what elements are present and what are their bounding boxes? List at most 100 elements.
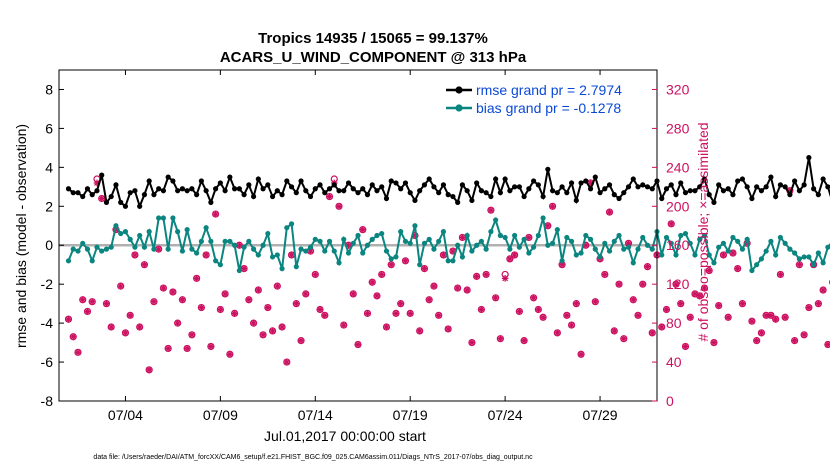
- obs-assimilated-marker: [430, 282, 438, 290]
- obs-assimilated-marker: [473, 273, 480, 280]
- rmse-point: [782, 184, 788, 190]
- obs-assimilated-marker: [734, 265, 741, 272]
- y-tick-label: 2: [45, 198, 53, 214]
- obs-assimilated-marker: [259, 331, 267, 339]
- rmse-point: [269, 193, 276, 200]
- rmse-point: [236, 186, 242, 192]
- bias-point: [716, 244, 722, 250]
- rmse-point: [250, 193, 257, 200]
- rmse-point: [777, 182, 783, 188]
- chart-subtitle: ACARS_U_WIND_COMPONENT @ 313 hPa: [220, 49, 527, 66]
- obs-assimilated-stroke: [540, 314, 547, 321]
- rmse-point: [516, 184, 522, 190]
- rmse-point: [213, 186, 219, 192]
- obs-assimilated-stroke: [70, 333, 77, 340]
- obs-assimilated-stroke: [293, 300, 300, 307]
- rmse-point: [478, 188, 484, 194]
- rmse-point: [573, 197, 579, 204]
- bias-point: [663, 234, 670, 241]
- obs-assimilated-stroke: [212, 211, 219, 218]
- rmse-point: [763, 184, 769, 190]
- bias-point: [806, 254, 812, 260]
- obs-assimilated-marker: [150, 298, 158, 305]
- obs-assimilated-stroke: [383, 324, 390, 330]
- obs-assimilated-marker: [174, 319, 181, 327]
- obs-assimilated-marker: [629, 296, 637, 304]
- obs-assimilated-marker: [791, 337, 798, 344]
- rmse-point: [198, 178, 204, 184]
- rmse-point: [792, 178, 798, 184]
- bias-point: [673, 252, 679, 258]
- obs-assimilated-marker: [530, 294, 537, 302]
- rmse-point: [459, 182, 466, 188]
- obs-assimilated-marker: [748, 317, 756, 325]
- rmse-point: [493, 176, 499, 182]
- rmse-point: [232, 186, 238, 192]
- rmse-point: [796, 188, 802, 194]
- bias-point: [141, 244, 148, 250]
- bias-point: [94, 244, 100, 250]
- obs-assimilated-marker: [288, 251, 295, 259]
- obs-assimilated-stroke: [269, 327, 276, 334]
- rmse-point: [284, 178, 290, 184]
- bias-point: [189, 246, 195, 252]
- obs-assimilated-stroke: [350, 290, 357, 297]
- rmse-point: [175, 188, 181, 194]
- obs-assimilated-stroke: [445, 326, 452, 332]
- obs-assimilated-stroke: [692, 290, 698, 297]
- obs-assimilated-stroke: [150, 298, 157, 305]
- bias-point: [758, 256, 765, 262]
- rmse-point: [687, 188, 693, 194]
- rmse-point: [564, 190, 570, 196]
- obs-assimilated-stroke: [620, 335, 627, 342]
- obs-assimilated-marker: [501, 275, 509, 282]
- bias-point: [407, 240, 413, 246]
- obs-assimilated-marker: [663, 306, 670, 313]
- bias-point: [383, 248, 390, 254]
- rmse-point: [317, 182, 323, 188]
- bias-point: [350, 240, 356, 246]
- obs-assimilated-marker: [368, 278, 376, 286]
- obs-assimilated-stroke: [426, 296, 433, 303]
- bias-point: [735, 238, 741, 244]
- obs-assimilated-marker: [183, 345, 191, 352]
- obs-assimilated-marker: [805, 304, 813, 311]
- rmse-point: [720, 188, 727, 194]
- obs-assimilated-stroke: [440, 252, 447, 258]
- obs-assimilated-stroke: [468, 339, 475, 346]
- rmse-point: [369, 182, 375, 188]
- rmse-point: [768, 174, 774, 180]
- plot-frame: [58, 69, 658, 402]
- obs-assimilated-stroke: [122, 329, 129, 336]
- rmse-point: [606, 182, 613, 188]
- bias-point: [526, 250, 532, 256]
- bias-point: [474, 242, 480, 248]
- x-tick-label: 07/14: [298, 407, 333, 423]
- bias-point: [426, 236, 432, 242]
- obs-assimilated-stroke: [307, 248, 314, 255]
- obs-assimilated-stroke: [274, 283, 281, 290]
- rmse-point: [697, 184, 703, 190]
- rmse-point: [474, 180, 480, 186]
- bias-point: [659, 252, 665, 258]
- obs-assimilated-marker: [283, 358, 291, 366]
- bias-point: [597, 254, 603, 260]
- bias-point: [165, 246, 171, 252]
- obs-assimilated-stroke: [563, 312, 570, 319]
- rmse-point: [512, 184, 518, 190]
- obs-assimilated-marker: [701, 284, 708, 292]
- axis-ticks-layer: -8-6-4-2024680408012016020024028032007/0…: [41, 70, 690, 423]
- rmse-point: [345, 180, 352, 186]
- obs-assimilated-marker: [682, 343, 689, 350]
- obs-assimilated-stroke: [89, 298, 96, 305]
- bias-point: [127, 236, 133, 242]
- bias-point: [84, 246, 91, 252]
- rmse-point: [640, 182, 646, 188]
- obs-assimilated-marker: [710, 339, 718, 346]
- bias-point: [583, 232, 589, 239]
- bias-point: [232, 242, 238, 248]
- rmse-point: [507, 188, 513, 194]
- bias-point: [312, 236, 318, 242]
- rmse-point: [497, 190, 503, 196]
- obs-assimilated-marker: [69, 333, 77, 341]
